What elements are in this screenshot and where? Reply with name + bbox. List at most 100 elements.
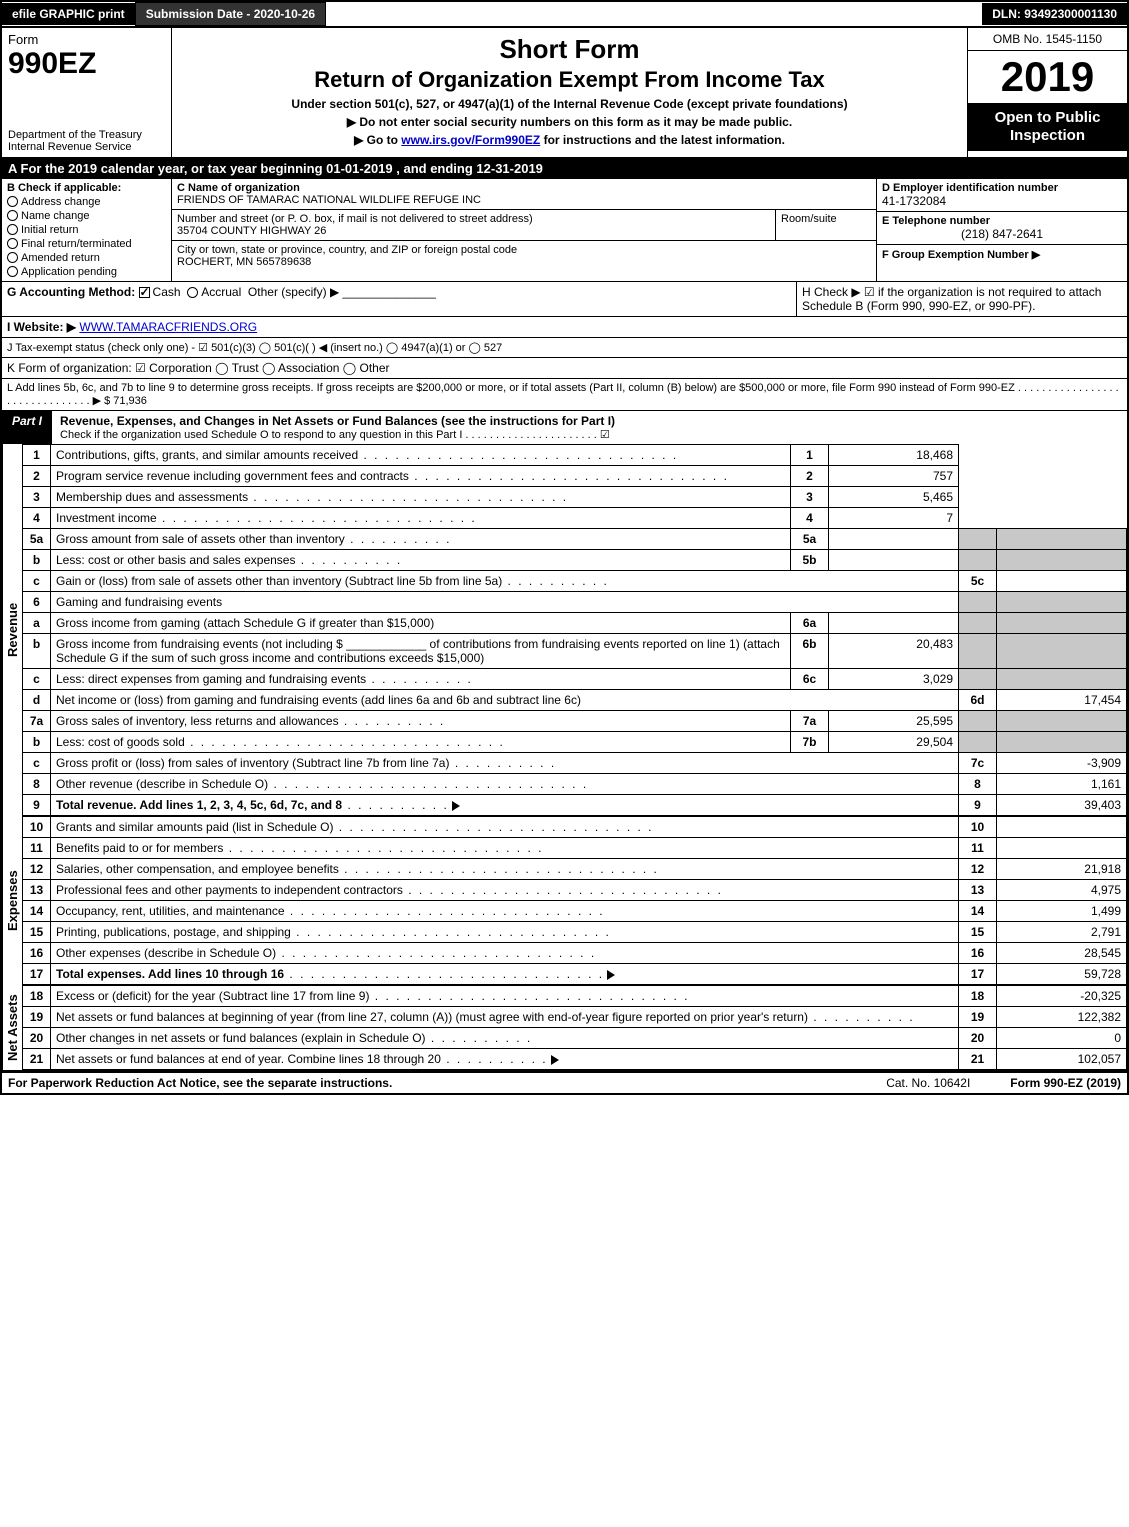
chk-address-change[interactable]	[7, 196, 18, 207]
footer-form: Form 990-EZ (2019)	[1010, 1076, 1121, 1090]
row-5a: 5aGross amount from sale of assets other…	[23, 529, 1127, 550]
row-1: 1Contributions, gifts, grants, and simil…	[23, 445, 1127, 466]
line-g-h: G Accounting Method: Cash Accrual Other …	[0, 282, 1129, 317]
note-goto-post: for instructions and the latest informat…	[540, 133, 785, 147]
opt-amended-return: Amended return	[21, 252, 100, 264]
chk-accrual[interactable]	[187, 287, 198, 298]
row-13: 13Professional fees and other payments t…	[23, 880, 1127, 901]
row-6d: dNet income or (loss) from gaming and fu…	[23, 690, 1127, 711]
page-footer: For Paperwork Reduction Act Notice, see …	[0, 1072, 1129, 1095]
row-15: 15Printing, publications, postage, and s…	[23, 922, 1127, 943]
box-c-label: C Name of organization	[177, 182, 871, 194]
section-revenue: Revenue	[2, 444, 22, 816]
opt-final-return: Final return/terminated	[21, 238, 132, 250]
chk-application-pending[interactable]	[7, 266, 18, 277]
chk-final-return[interactable]	[7, 238, 18, 249]
note-ssn: ▶ Do not enter social security numbers o…	[178, 115, 961, 129]
arrow-icon	[551, 1055, 559, 1065]
line-i-label: I Website: ▶	[7, 320, 76, 334]
arrow-icon	[607, 970, 615, 980]
arrow-icon	[452, 801, 460, 811]
row-6c: cLess: direct expenses from gaming and f…	[23, 669, 1127, 690]
part1-tab: Part I	[2, 411, 52, 444]
form-number: 990EZ	[8, 47, 165, 81]
chk-name-change[interactable]	[7, 210, 18, 221]
note-goto: ▶ Go to www.irs.gov/Form990EZ for instru…	[178, 133, 961, 147]
row-14: 14Occupancy, rent, utilities, and mainte…	[23, 901, 1127, 922]
top-bar: efile GRAPHIC print Submission Date - 20…	[0, 0, 1129, 28]
row-10: 10Grants and similar amounts paid (list …	[23, 817, 1127, 838]
dept-label: Department of the Treasury	[8, 129, 165, 141]
row-7b: bLess: cost of goods sold7b29,504	[23, 732, 1127, 753]
row-11: 11Benefits paid to or for members11	[23, 838, 1127, 859]
opt-name-change: Name change	[21, 210, 90, 222]
row-18: 18Excess or (deficit) for the year (Subt…	[23, 986, 1127, 1007]
row-4: 4Investment income47	[23, 508, 1127, 529]
financial-table: Revenue 1Contributions, gifts, grants, a…	[0, 444, 1129, 816]
row-5c: cGain or (loss) from sale of assets othe…	[23, 571, 1127, 592]
opt-cash: Cash	[153, 285, 181, 299]
opt-other: Other (specify) ▶	[248, 285, 339, 299]
row-17: 17Total expenses. Add lines 10 through 1…	[23, 964, 1127, 985]
line-k: K Form of organization: ☑ Corporation ◯ …	[0, 358, 1129, 379]
part1-header: Part I Revenue, Expenses, and Changes in…	[0, 411, 1129, 444]
city-label: City or town, state or province, country…	[177, 244, 871, 256]
form-header: Form 990EZ Department of the Treasury In…	[0, 28, 1129, 158]
section-netassets: Net Assets	[2, 985, 22, 1070]
tax-year: 2019	[968, 51, 1127, 103]
line-j-text: J Tax-exempt status (check only one) - ☑…	[2, 338, 1127, 357]
irs-link[interactable]: www.irs.gov/Form990EZ	[401, 133, 540, 147]
row-12: 12Salaries, other compensation, and empl…	[23, 859, 1127, 880]
section-expenses: Expenses	[2, 816, 22, 985]
netassets-table: Net Assets 18Excess or (deficit) for the…	[0, 985, 1129, 1072]
line-h: H Check ▶ ☑ if the organization is not r…	[797, 282, 1127, 316]
line-j: J Tax-exempt status (check only one) - ☑…	[0, 338, 1129, 358]
row-3: 3Membership dues and assessments35,465	[23, 487, 1127, 508]
line-l-text: L Add lines 5b, 6c, and 7b to line 9 to …	[2, 379, 1127, 410]
phone-value: (218) 847-2641	[882, 227, 1122, 241]
org-info-row: B Check if applicable: Address change Na…	[0, 179, 1129, 282]
row-7c: cGross profit or (loss) from sales of in…	[23, 753, 1127, 774]
street-value: 35704 COUNTY HIGHWAY 26	[177, 225, 770, 237]
submission-date: Submission Date - 2020-10-26	[135, 2, 326, 26]
row-20: 20Other changes in net assets or fund ba…	[23, 1028, 1127, 1049]
form-word: Form	[8, 32, 165, 47]
line-a: A For the 2019 calendar year, or tax yea…	[0, 158, 1129, 179]
chk-initial-return[interactable]	[7, 224, 18, 235]
row-7a: 7aGross sales of inventory, less returns…	[23, 711, 1127, 732]
opt-address-change: Address change	[21, 196, 101, 208]
room-label: Room/suite	[781, 213, 871, 225]
line-i: I Website: ▶ WWW.TAMARACFRIENDS.ORG	[0, 317, 1129, 338]
line-l: L Add lines 5b, 6c, and 7b to line 9 to …	[0, 379, 1129, 411]
city-value: ROCHERT, MN 565789638	[177, 256, 871, 268]
opt-initial-return: Initial return	[21, 224, 78, 236]
org-name: FRIENDS OF TAMARAC NATIONAL WILDLIFE REF…	[177, 194, 871, 206]
irs-label: Internal Revenue Service	[8, 141, 165, 153]
dln: DLN: 93492300001130	[982, 3, 1127, 25]
row-21: 21Net assets or fund balances at end of …	[23, 1049, 1127, 1070]
row-6: 6Gaming and fundraising events	[23, 592, 1127, 613]
row-16: 16Other expenses (describe in Schedule O…	[23, 943, 1127, 964]
website-link[interactable]: WWW.TAMARACFRIENDS.ORG	[79, 320, 257, 334]
ein-value: 41-1732084	[882, 194, 1122, 208]
chk-amended-return[interactable]	[7, 252, 18, 263]
note-goto-pre: ▶ Go to	[354, 133, 401, 147]
street-label: Number and street (or P. O. box, if mail…	[177, 213, 770, 225]
row-8: 8Other revenue (describe in Schedule O)8…	[23, 774, 1127, 795]
omb-number: OMB No. 1545-1150	[968, 28, 1127, 51]
footer-cat: Cat. No. 10642I	[846, 1076, 1010, 1090]
chk-cash[interactable]	[139, 287, 150, 298]
open-public: Open to Public Inspection	[968, 103, 1127, 151]
opt-accrual: Accrual	[201, 285, 241, 299]
part1-title: Revenue, Expenses, and Changes in Net As…	[60, 414, 1119, 428]
efile-label[interactable]: efile GRAPHIC print	[2, 3, 135, 25]
part1-check: Check if the organization used Schedule …	[60, 428, 1119, 441]
line-g-label: G Accounting Method:	[7, 285, 135, 299]
line-k-text: K Form of organization: ☑ Corporation ◯ …	[2, 358, 1127, 378]
box-b-label: B Check if applicable:	[7, 182, 166, 194]
box-f-label: F Group Exemption Number ▶	[882, 248, 1122, 261]
row-5b: bLess: cost or other basis and sales exp…	[23, 550, 1127, 571]
row-2: 2Program service revenue including gover…	[23, 466, 1127, 487]
row-9: 9Total revenue. Add lines 1, 2, 3, 4, 5c…	[23, 795, 1127, 816]
title-short-form: Short Form	[178, 34, 961, 65]
